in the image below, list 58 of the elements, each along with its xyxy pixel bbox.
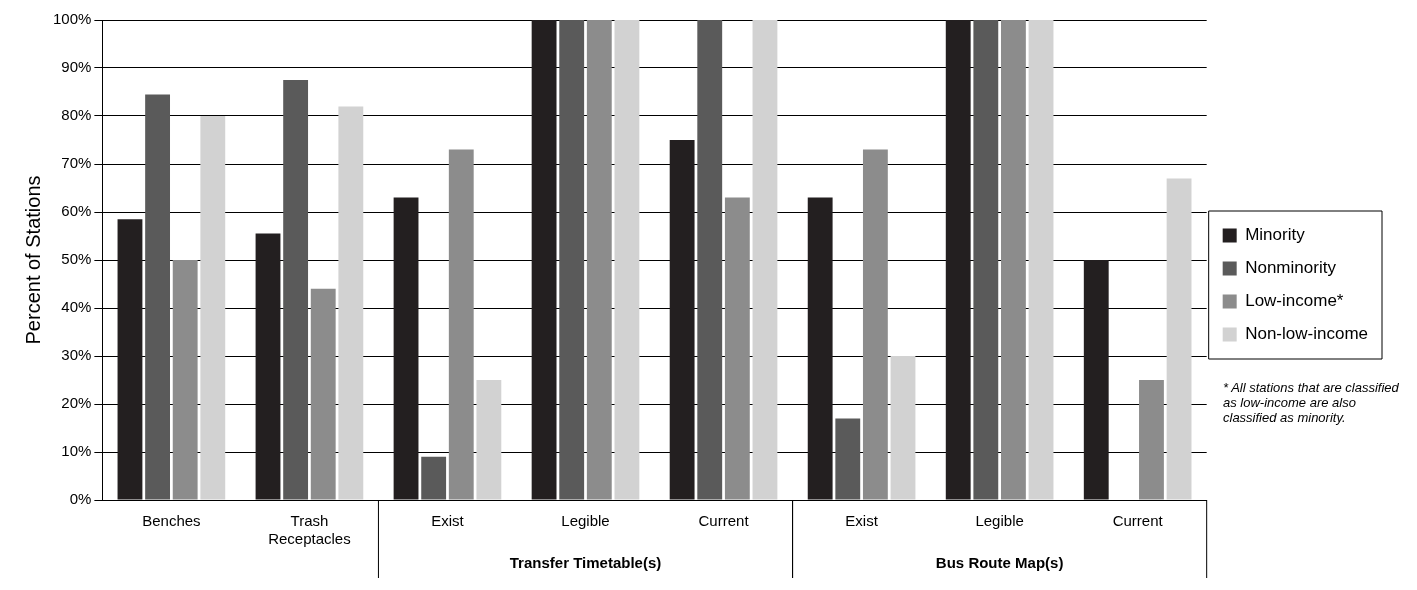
bar [1083,260,1109,500]
text: Bus Route Map(s) [935,554,1064,571]
bar [255,233,281,500]
bar [752,20,778,500]
x-tick-label: Benches [142,512,201,530]
y-tick-label: 80% [61,106,92,124]
bar [973,20,999,500]
y-tick-label: 40% [61,298,92,316]
bar [1001,20,1026,500]
y-axis-title: Percent of Stations [21,175,44,345]
x-tick-label: Legible [975,512,1024,530]
bar [1028,20,1054,500]
bar [200,116,226,500]
bar [283,80,309,500]
bar [614,20,640,500]
bar [476,380,502,500]
x-tick-label: Current [698,512,750,530]
bar [421,456,447,500]
x-tick-label: Legible [561,512,610,530]
bar [724,197,750,500]
bar [807,197,833,500]
x-tick-label: Current [1112,512,1164,530]
x-tick-label: Exist [845,512,879,530]
y-tick-label: 30% [61,346,92,364]
bar [559,20,585,500]
x-tick-label: Trash Receptacles [268,512,351,548]
y-tick-label: 0% [69,490,92,508]
y-tick-label: 90% [61,58,92,76]
bar [531,20,557,500]
bar [117,219,143,500]
bar [890,356,916,500]
bar [669,140,695,500]
legend-label: Minority [1245,225,1306,245]
legend-label: Nonminority [1245,258,1337,278]
y-tick-label: 50% [61,250,92,268]
y-tick-label: 70% [61,154,92,172]
bar [862,149,888,500]
bar [697,20,723,500]
bar [172,260,198,500]
text: Transfer Timetable(s) [509,554,662,571]
x-tick-label: Exist [431,512,465,530]
bar [835,418,861,500]
y-tick-label: 20% [61,394,92,412]
legend-label: Non-low-income [1245,324,1369,344]
legend-label: Low-income* [1245,291,1344,311]
y-tick-label: 10% [61,442,92,460]
y-tick-label: 100% [52,10,92,28]
bar [310,288,336,500]
bar [1166,178,1192,500]
text: * All stations that are classified as low-income are also classified as minority. [1223,380,1400,425]
bar [448,149,474,500]
bar [586,20,612,500]
bar [945,20,971,500]
bar [145,94,170,500]
y-tick-label: 60% [61,202,92,220]
bar [393,197,419,500]
bar [338,106,364,500]
bar [1139,380,1164,500]
